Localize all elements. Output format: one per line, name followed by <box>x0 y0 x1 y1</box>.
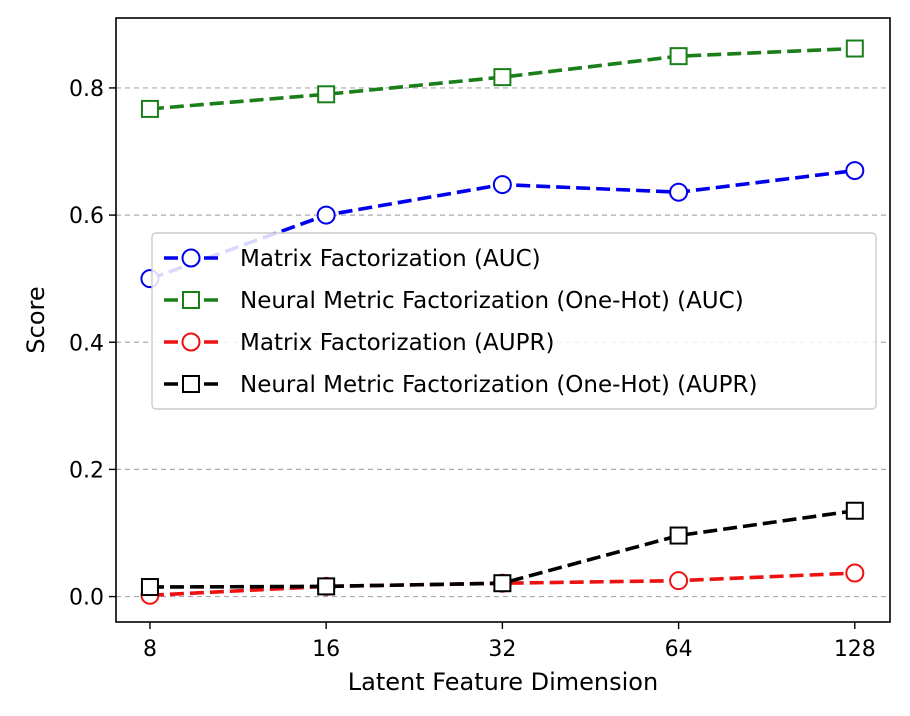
legend-label: Matrix Factorization (AUPR) <box>240 330 554 356</box>
data-point <box>140 578 159 597</box>
data-point <box>845 563 865 583</box>
data-point <box>845 161 865 181</box>
y-tick-label: 0.0 <box>69 586 104 611</box>
legend-item: Neural Metric Factorization (One-Hot) (A… <box>164 372 757 398</box>
y-axis-title: Score <box>22 286 50 353</box>
data-point <box>669 571 689 591</box>
legend-marker <box>182 375 200 393</box>
data-point <box>316 205 336 225</box>
data-point <box>669 182 689 202</box>
series-4 <box>140 501 864 597</box>
y-tick-label: 0.4 <box>69 331 104 356</box>
series-2 <box>140 39 864 118</box>
data-point <box>493 574 512 593</box>
legend-marker <box>181 332 201 352</box>
data-point <box>845 39 864 58</box>
legend-label: Neural Metric Factorization (One-Hot) (A… <box>240 288 744 314</box>
y-tick-label: 0.8 <box>69 77 104 102</box>
data-point <box>845 501 864 520</box>
legend-label: Neural Metric Factorization (One-Hot) (A… <box>240 372 757 398</box>
data-point <box>492 175 512 195</box>
legend-label: Matrix Factorization (AUC) <box>240 246 541 272</box>
legend-item: Matrix Factorization (AUC) <box>164 246 541 272</box>
data-point <box>493 68 512 87</box>
legend-item: Neural Metric Factorization (One-Hot) (A… <box>164 288 744 314</box>
data-point <box>140 99 159 118</box>
axis-ticks: 0.0 0.2 0.4 0.6 0.8 8 16 32 64 128 <box>69 77 876 662</box>
data-point <box>317 577 336 596</box>
x-axis-title: Latent Feature Dimension <box>348 668 658 696</box>
y-tick-label: 0.2 <box>69 458 104 483</box>
legend-box <box>151 232 877 410</box>
data-point <box>317 85 336 104</box>
x-tick-label: 32 <box>488 637 516 662</box>
legend-item: Matrix Factorization (AUPR) <box>164 330 554 356</box>
x-tick-label: 128 <box>834 637 876 662</box>
legend-marker <box>182 291 200 309</box>
legend-marker <box>181 248 201 268</box>
x-tick-label: 64 <box>665 637 693 662</box>
y-tick-label: 0.6 <box>69 204 104 229</box>
data-point <box>669 526 688 545</box>
legend: Matrix Factorization (AUC) Neural Metric … <box>151 232 877 410</box>
x-tick-label: 16 <box>312 637 340 662</box>
x-tick-label: 8 <box>143 637 157 662</box>
data-point <box>669 47 688 66</box>
